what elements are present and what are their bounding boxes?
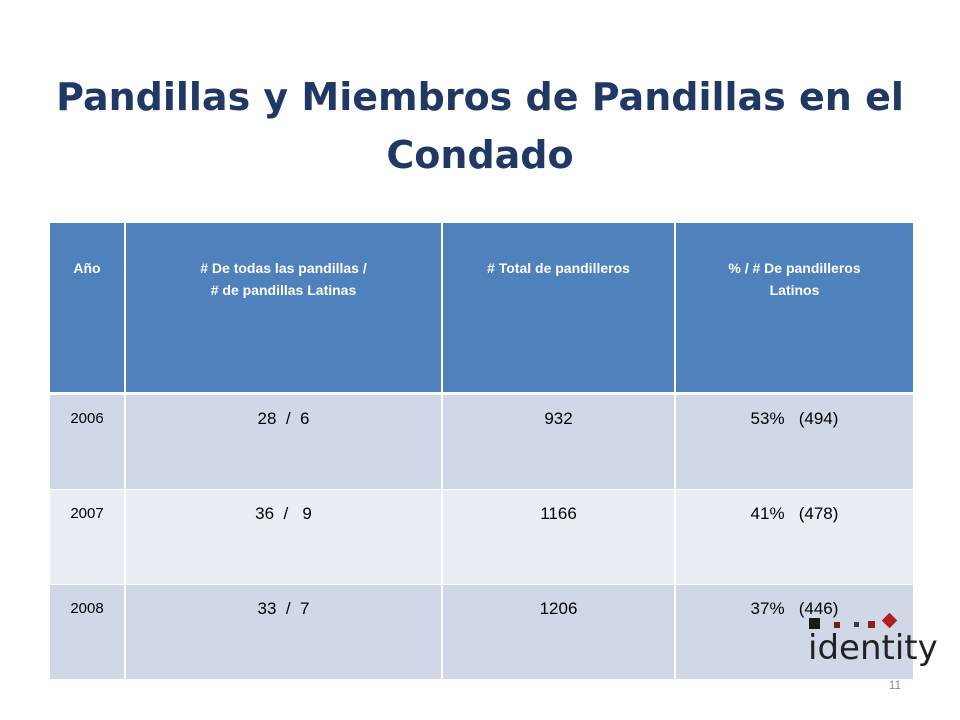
cell-total: 1206 xyxy=(441,584,676,680)
cell-gangs: 33 / 7 xyxy=(124,584,443,680)
page-number: 11 xyxy=(888,678,902,692)
cell-total: 932 xyxy=(441,393,676,490)
gang-stats-table: Año # De todas las pandillas / # de pand… xyxy=(48,223,915,680)
header-total-members: # Total de pandilleros xyxy=(441,223,676,395)
cell-year: 2007 xyxy=(48,489,126,585)
cell-latino: 41% (478) xyxy=(674,489,915,585)
table-row: 2008 33 / 7 1206 37% (446) xyxy=(48,584,915,680)
cell-gangs: 28 / 6 xyxy=(124,393,443,490)
identity-logo: identity xyxy=(806,612,938,674)
table-row: 2006 28 / 6 932 53% (494) xyxy=(48,393,915,490)
cell-latino: 53% (494) xyxy=(674,393,915,490)
logo-text: identity xyxy=(808,628,938,668)
slide-title: Pandillas y Miembros de Pandillas en el … xyxy=(56,75,904,177)
logo-marks-icon xyxy=(806,612,916,632)
cell-latino: 37% (446) xyxy=(674,584,915,680)
cell-year: 2006 xyxy=(48,393,126,490)
cell-gangs: 36 / 9 xyxy=(124,489,443,585)
table-header-row: Año # De todas las pandillas / # de pand… xyxy=(48,223,915,395)
cell-year: 2008 xyxy=(48,584,126,680)
header-year: Año xyxy=(48,223,126,395)
table-row: 2007 36 / 9 1166 41% (478) xyxy=(48,489,915,585)
header-latino-members: % / # De pandilleros Latinos xyxy=(674,223,915,395)
header-gangs: # De todas las pandillas / # de pandilla… xyxy=(124,223,443,395)
cell-total: 1166 xyxy=(441,489,676,585)
